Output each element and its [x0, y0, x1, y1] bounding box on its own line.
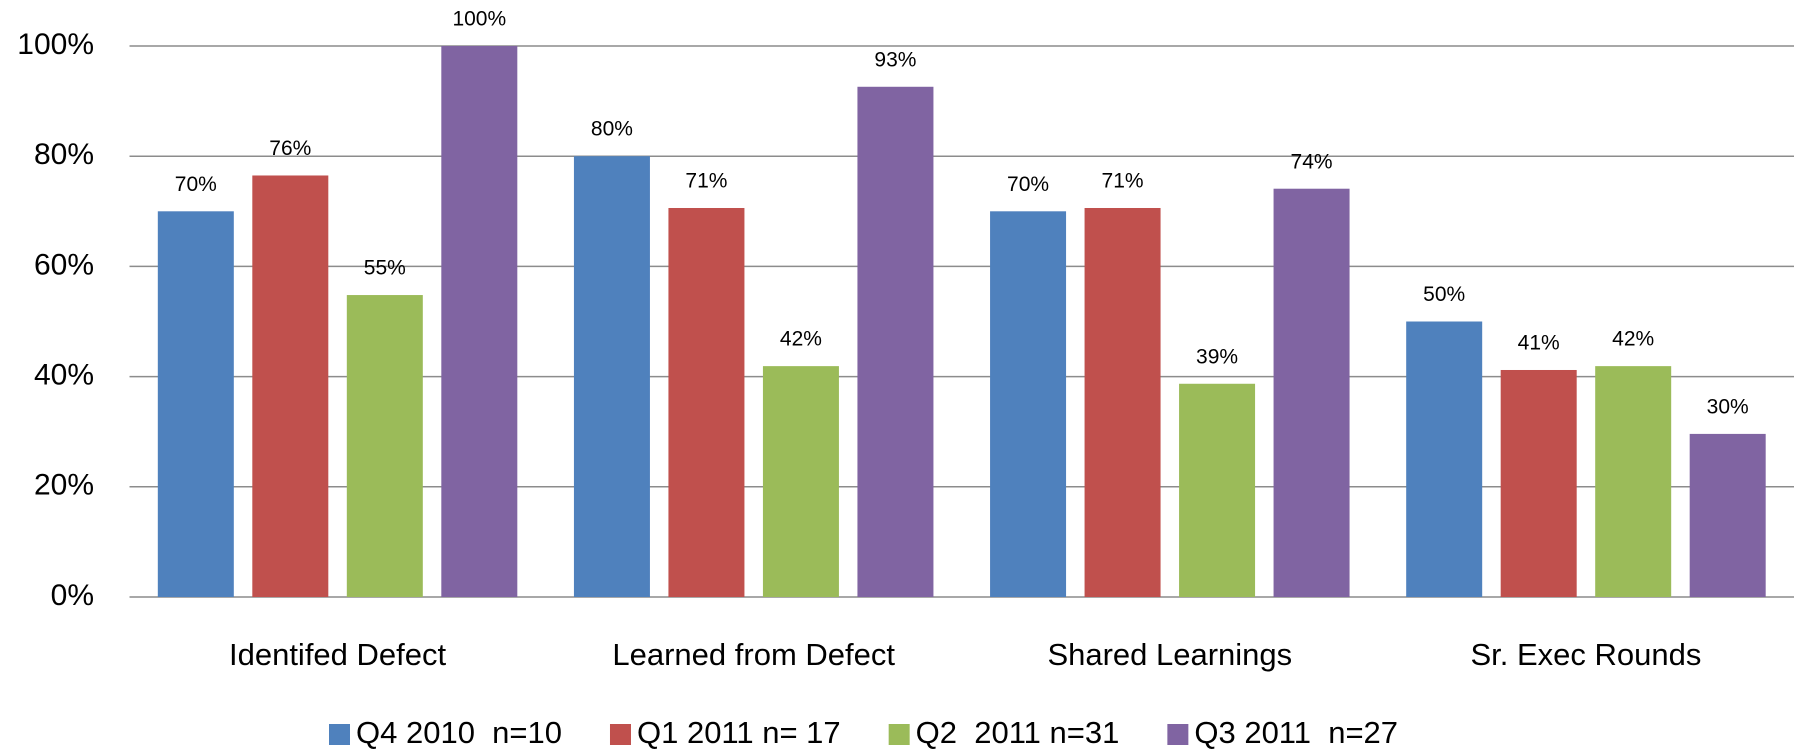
value-label: 70%: [1007, 173, 1049, 196]
value-label: 71%: [685, 170, 727, 193]
bar: [762, 366, 839, 597]
legend-label: Q1 2011 n= 17: [637, 715, 841, 750]
legend-swatch: [888, 724, 910, 745]
bar: [441, 46, 518, 597]
value-label: 55%: [364, 257, 406, 280]
bar: [157, 211, 234, 598]
x-tick-label: Identifed Defect: [229, 637, 447, 672]
value-label: 76%: [269, 137, 311, 160]
bar: [1595, 366, 1672, 597]
value-label: 93%: [874, 48, 916, 71]
value-label: 30%: [1707, 395, 1749, 418]
bar: [1689, 433, 1766, 597]
bar: [1406, 321, 1483, 597]
value-label: 42%: [1612, 328, 1654, 351]
y-tick-label: 40%: [34, 359, 94, 392]
x-tick-label: Sr. Exec Rounds: [1470, 637, 1701, 672]
value-label: 100%: [452, 8, 506, 31]
bar: [346, 295, 423, 597]
value-label: 71%: [1102, 170, 1144, 193]
y-tick-label: 0%: [51, 579, 94, 612]
value-label: 50%: [1423, 283, 1465, 306]
value-label: 39%: [1196, 345, 1238, 368]
legend-label: Q2 2011 n=31: [916, 715, 1120, 750]
value-label: 70%: [175, 173, 217, 196]
bar: [1084, 207, 1161, 597]
bar: [573, 156, 650, 597]
y-tick-label: 20%: [34, 469, 94, 502]
legend-swatch: [329, 724, 350, 745]
bar: [1500, 369, 1577, 597]
bar: [1273, 188, 1350, 598]
bar: [252, 175, 329, 598]
bar: [1179, 383, 1256, 597]
legend-label: Q4 2010 n=10: [356, 715, 562, 750]
y-tick-label: 60%: [34, 248, 94, 281]
y-tick-label: 100%: [17, 28, 94, 61]
value-label: 80%: [591, 118, 633, 141]
value-label: 74%: [1291, 150, 1333, 173]
bar: [668, 207, 745, 597]
x-tick-label: Learned from Defect: [612, 637, 895, 672]
legend-label: Q3 2011 n=27: [1194, 715, 1398, 750]
y-tick-label: 80%: [34, 138, 94, 171]
value-label: 42%: [780, 328, 822, 351]
legend-swatch: [609, 724, 631, 745]
legend-swatch: [1167, 724, 1189, 745]
bar: [857, 86, 934, 598]
value-label: 41%: [1518, 332, 1560, 355]
bar: [990, 211, 1067, 598]
x-tick-label: Shared Learnings: [1047, 637, 1292, 672]
